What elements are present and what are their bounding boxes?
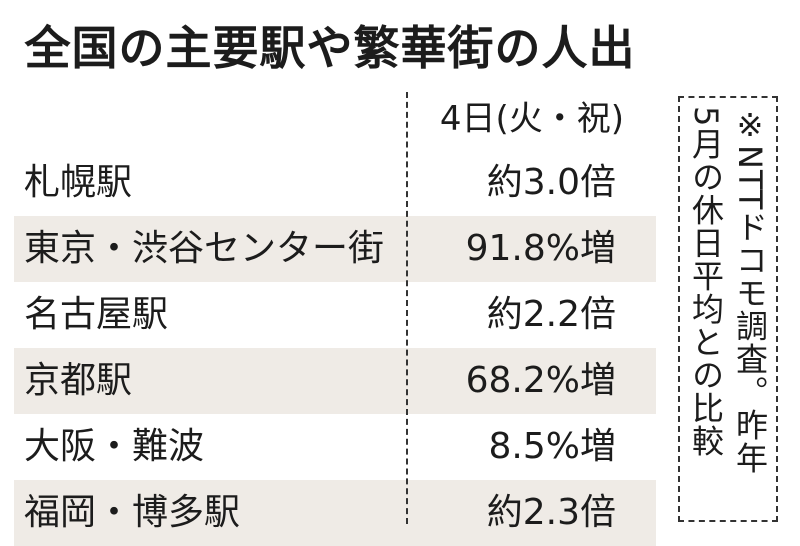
note-line-2: 5月の休日平均との比較	[687, 106, 725, 458]
row-name: 福岡・博多駅	[24, 492, 241, 533]
table-row: 名古屋駅 約2.2倍	[14, 282, 656, 348]
data-table: 札幌駅 約3.0倍 東京・渋谷センター街 91.8%増 名古屋駅 約2.2倍 京…	[14, 150, 656, 546]
note-line-1: ※NTTドコモ調査。昨年	[731, 106, 769, 475]
row-value: 68.2%増	[465, 360, 616, 401]
table-row: 東京・渋谷センター街 91.8%増	[14, 216, 656, 282]
chart-title: 全国の主要駅や繁華街の人出	[24, 21, 636, 75]
row-value: 約3.0倍	[486, 162, 616, 203]
table-row: 大阪・難波 8.5%増	[14, 414, 656, 480]
row-value: 8.5%増	[488, 426, 616, 467]
row-name: 京都駅	[24, 360, 133, 401]
row-value: 91.8%増	[465, 228, 616, 269]
table-row: 京都駅 68.2%増	[14, 348, 656, 414]
row-name: 名古屋駅	[24, 294, 169, 335]
column-header-date: 4日(火・祝)	[439, 99, 625, 139]
column-divider	[406, 92, 408, 524]
table-row: 福岡・博多駅 約2.3倍	[14, 480, 656, 546]
row-name: 大阪・難波	[24, 426, 205, 467]
row-name: 札幌駅	[24, 162, 133, 203]
table-row: 札幌駅 約3.0倍	[14, 150, 656, 216]
note-box: ※NTTドコモ調査。昨年 5月の休日平均との比較	[678, 96, 778, 522]
row-value: 約2.2倍	[486, 294, 616, 335]
row-value: 約2.3倍	[486, 492, 616, 533]
row-name: 東京・渋谷センター街	[24, 228, 385, 269]
